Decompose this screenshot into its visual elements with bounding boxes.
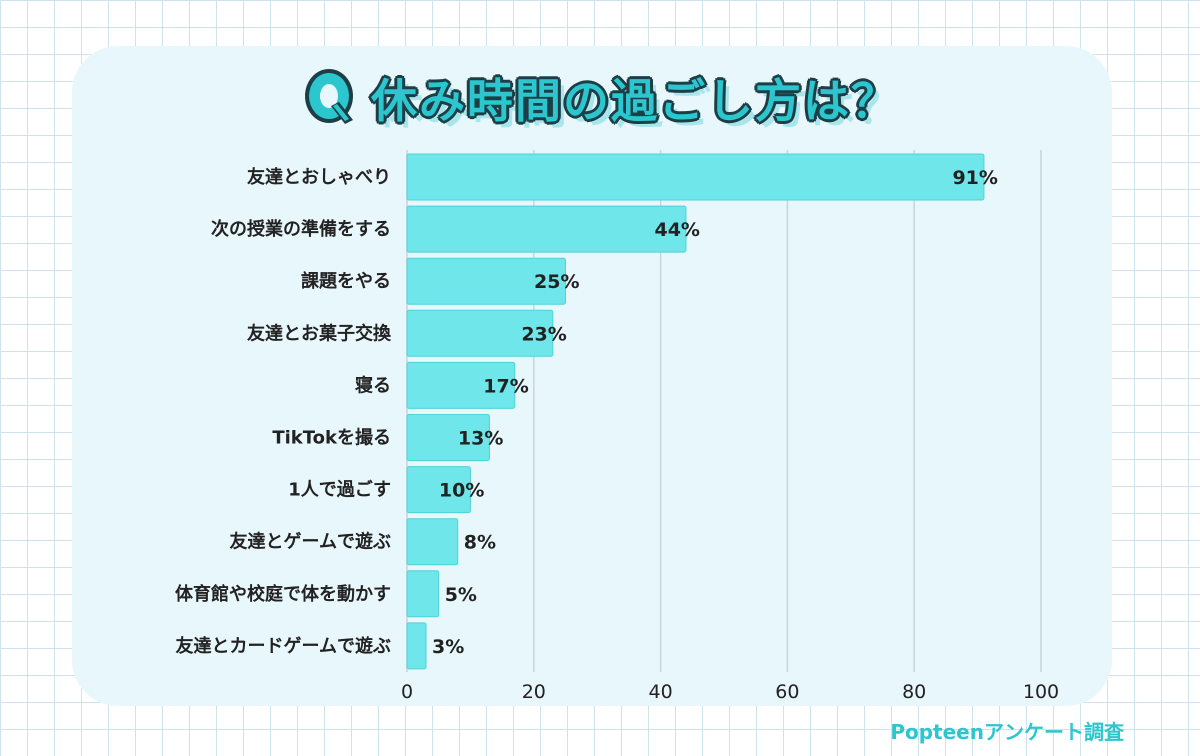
bar: [406, 257, 566, 305]
category-label: 友達とカードゲームで遊ぶ: [176, 635, 391, 657]
category-label: 課題をやる: [301, 270, 391, 292]
x-tick-label: 80: [902, 681, 926, 703]
category-label: 1人で過ごす: [288, 479, 391, 501]
value-label: 91%: [952, 167, 997, 189]
chart-title: Q 休み時間の過ごし方は？: [0, 58, 1200, 138]
category-label: 友達とおしゃべり: [247, 166, 391, 188]
chart-title-text: 休み時間の過ごし方は？: [371, 74, 899, 128]
category-label: TikTokを撮る: [272, 427, 391, 449]
category-label: 寝る: [355, 374, 391, 396]
value-label: 25%: [534, 271, 579, 293]
value-label: 17%: [483, 375, 528, 397]
bar: [406, 309, 554, 357]
bar: [406, 570, 440, 618]
x-tick-label: 60: [775, 681, 799, 703]
labels: 0 20 40 60 80 100 友達とおしゃべり 91% 次の授業の準備をする 44% 課題をや…: [175, 166, 1059, 703]
x-tick-label: 0: [401, 681, 413, 703]
value-label: 5%: [445, 584, 477, 606]
value-label: 13%: [458, 428, 503, 450]
bar: [406, 622, 427, 670]
bar: [406, 205, 687, 253]
value-label: 23%: [521, 323, 566, 345]
value-label: 44%: [654, 219, 699, 241]
category-label: 友達とお菓子交換: [247, 322, 392, 344]
bar: [406, 361, 516, 409]
bar: [406, 414, 490, 461]
bar: [406, 153, 985, 201]
value-label: 3%: [432, 636, 464, 658]
x-tick-label: 100: [1023, 681, 1059, 703]
bar: [406, 518, 459, 566]
q-badge-icon: Q: [301, 66, 357, 130]
source-label: Popteenアンケート調査: [890, 720, 1124, 744]
bar: [406, 466, 471, 514]
category-label: 友達とゲームで遊ぶ: [230, 531, 391, 553]
category-label: 次の授業の準備をする: [211, 218, 391, 240]
x-tick-label: 20: [522, 681, 546, 703]
value-label: 8%: [464, 532, 496, 554]
bars: [406, 153, 985, 670]
x-tick-label: 40: [649, 681, 673, 703]
value-label: 10%: [439, 480, 484, 502]
category-label: 体育館や校庭で体を動かす: [175, 583, 391, 605]
